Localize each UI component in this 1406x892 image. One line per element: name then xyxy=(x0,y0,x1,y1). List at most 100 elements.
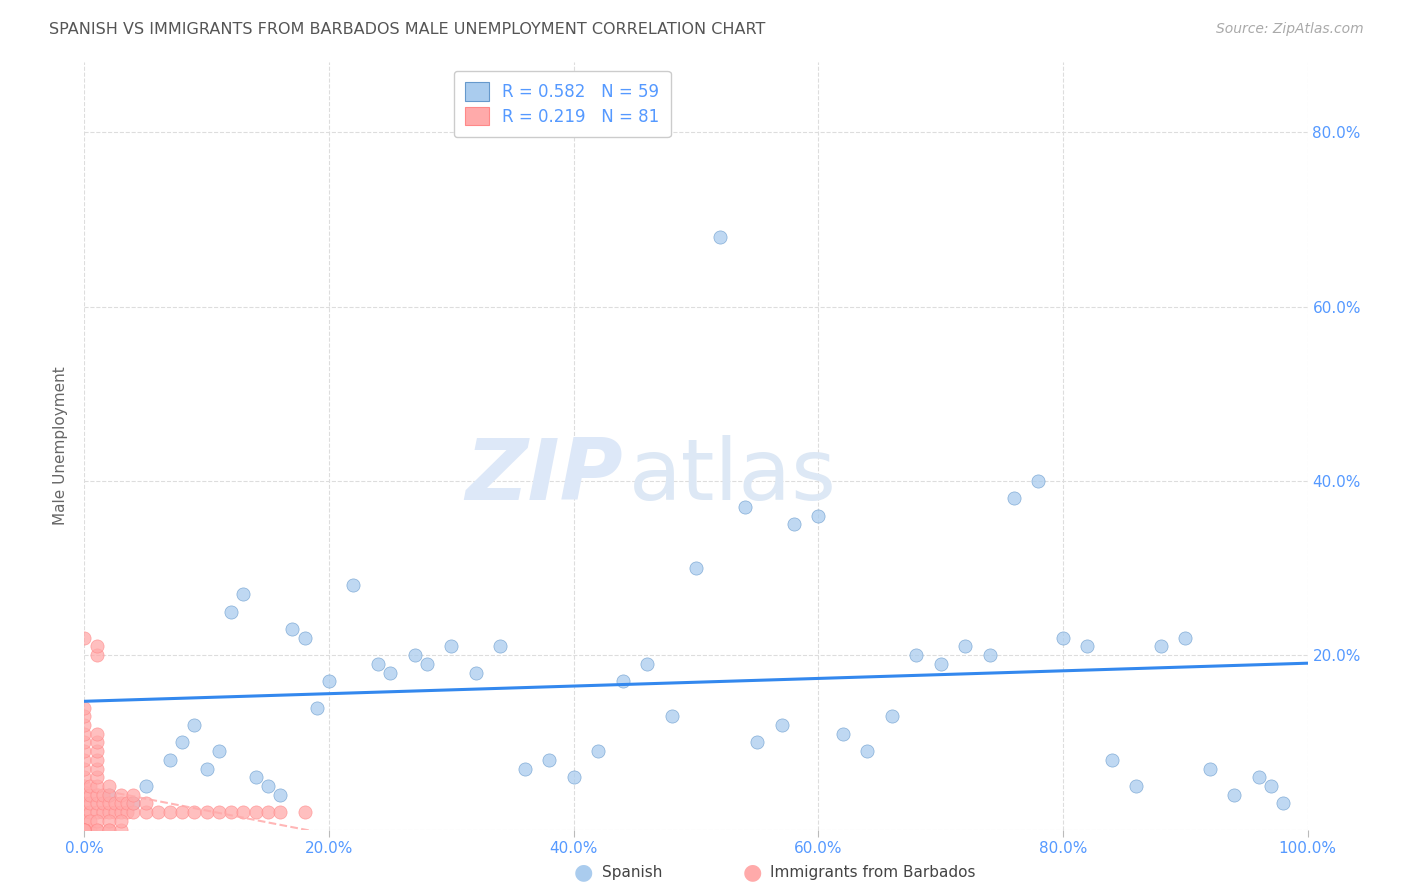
Point xyxy=(685,561,707,575)
Point xyxy=(86,770,108,784)
Point xyxy=(73,762,96,776)
Point xyxy=(562,770,585,784)
Point xyxy=(73,822,96,837)
Point xyxy=(219,805,242,819)
Point xyxy=(856,744,879,758)
Text: SPANISH VS IMMIGRANTS FROM BARBADOS MALE UNEMPLOYMENT CORRELATION CHART: SPANISH VS IMMIGRANTS FROM BARBADOS MALE… xyxy=(49,22,766,37)
Y-axis label: Male Unemployment: Male Unemployment xyxy=(53,367,69,525)
Point xyxy=(73,805,96,819)
Point xyxy=(880,709,903,723)
Point xyxy=(747,735,769,749)
Point xyxy=(709,229,731,244)
Point xyxy=(73,631,96,645)
Point xyxy=(513,762,536,776)
Point xyxy=(208,805,231,819)
Point xyxy=(79,822,101,837)
Point xyxy=(79,779,101,793)
Point xyxy=(91,788,114,802)
Point xyxy=(97,814,120,828)
Point xyxy=(318,674,340,689)
Point xyxy=(159,753,181,767)
Point xyxy=(195,762,218,776)
Point xyxy=(294,805,316,819)
Point xyxy=(73,814,96,828)
Point xyxy=(208,744,231,758)
Point xyxy=(1002,491,1025,506)
Point xyxy=(73,822,96,837)
Point xyxy=(269,805,291,819)
Point xyxy=(195,805,218,819)
Point xyxy=(79,814,101,828)
Point xyxy=(1125,779,1147,793)
Point xyxy=(97,788,120,802)
Point xyxy=(86,805,108,819)
Text: Immigrants from Barbados: Immigrants from Barbados xyxy=(770,865,976,880)
Point xyxy=(281,622,304,636)
Point xyxy=(86,797,108,811)
Point xyxy=(79,788,101,802)
Point xyxy=(104,805,127,819)
Point xyxy=(73,822,96,837)
Point xyxy=(86,640,108,654)
Point xyxy=(1247,770,1270,784)
Point xyxy=(73,753,96,767)
Point xyxy=(73,718,96,732)
Point xyxy=(1052,631,1074,645)
Point xyxy=(172,735,194,749)
Point xyxy=(86,762,108,776)
Point xyxy=(929,657,952,671)
Point xyxy=(79,805,101,819)
Point xyxy=(612,674,634,689)
Point xyxy=(110,805,132,819)
Point xyxy=(73,709,96,723)
Point xyxy=(91,797,114,811)
Point xyxy=(86,779,108,793)
Point xyxy=(86,744,108,758)
Point xyxy=(245,805,267,819)
Point xyxy=(1150,640,1173,654)
Point xyxy=(73,822,96,837)
Text: ●: ● xyxy=(742,863,762,882)
Point xyxy=(257,805,280,819)
Point xyxy=(122,805,145,819)
Point xyxy=(183,718,205,732)
Point xyxy=(245,770,267,784)
Point xyxy=(404,648,426,663)
Point xyxy=(979,648,1001,663)
Point xyxy=(97,805,120,819)
Point xyxy=(73,726,96,740)
Point xyxy=(159,805,181,819)
Point xyxy=(661,709,683,723)
Text: Spanish: Spanish xyxy=(602,865,662,880)
Legend: R = 0.582   N = 59, R = 0.219   N = 81: R = 0.582 N = 59, R = 0.219 N = 81 xyxy=(454,70,671,137)
Point xyxy=(538,753,561,767)
Point xyxy=(135,797,157,811)
Point xyxy=(953,640,976,654)
Point xyxy=(146,805,169,819)
Text: ●: ● xyxy=(574,863,593,882)
Text: ZIP: ZIP xyxy=(465,435,623,518)
Point xyxy=(416,657,439,671)
Point xyxy=(110,797,132,811)
Point xyxy=(86,788,108,802)
Point xyxy=(73,735,96,749)
Point xyxy=(73,700,96,714)
Point xyxy=(440,640,463,654)
Text: atlas: atlas xyxy=(628,435,837,518)
Point xyxy=(770,718,793,732)
Point xyxy=(305,700,328,714)
Point xyxy=(86,648,108,663)
Point xyxy=(97,797,120,811)
Point xyxy=(257,779,280,793)
Point xyxy=(1198,762,1220,776)
Point xyxy=(91,805,114,819)
Point xyxy=(367,657,389,671)
Point xyxy=(219,605,242,619)
Point xyxy=(734,500,756,514)
Point xyxy=(115,797,138,811)
Point xyxy=(110,814,132,828)
Point xyxy=(73,744,96,758)
Point xyxy=(342,578,364,592)
Point xyxy=(110,822,132,837)
Point xyxy=(1223,788,1246,802)
